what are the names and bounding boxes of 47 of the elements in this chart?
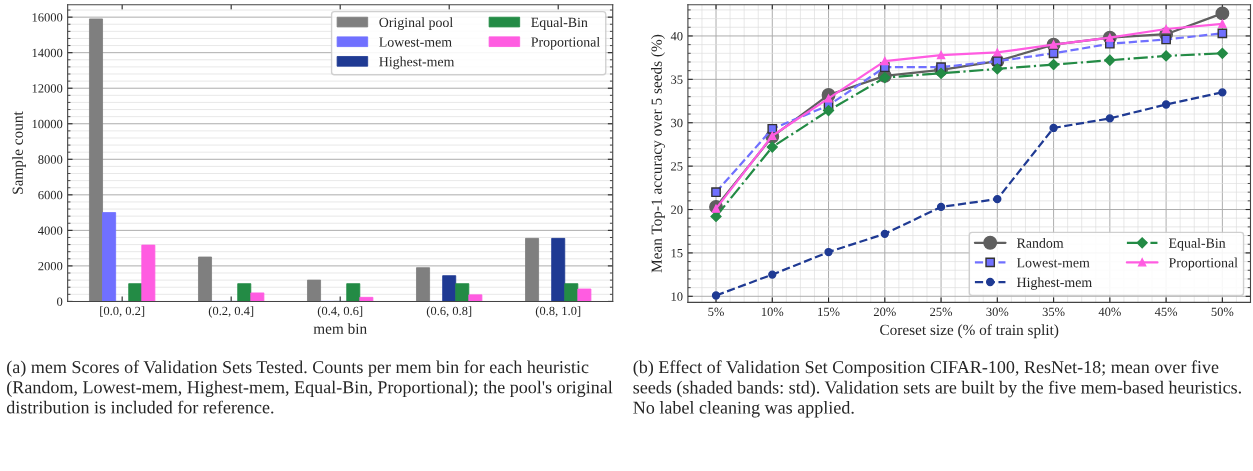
text: (b) Effect of Validation Set Composition CIFAR-100, ResNet-18; mean over five seeds (shaded bands: std). Validation sets are built by the five mem-based heuristics. No label cleaning was applied.	[633, 360, 1241, 418]
y-axis-title: Sample count	[12, 111, 26, 194]
legend-label: Original pool	[379, 17, 453, 30]
x-tick-label: 45%	[1154, 307, 1178, 317]
y-tick-label: 20	[671, 205, 683, 214]
y-tick-label: 4000	[38, 226, 63, 235]
x-tick-label: 40%	[1098, 307, 1121, 317]
y-tick-label: 40	[670, 31, 683, 41]
y-tick-label: 10	[671, 292, 683, 301]
y-tick-label: 8000	[38, 155, 63, 164]
legend-label: Proportional	[1168, 257, 1238, 271]
x-tick-label: (0.2, 0.4]	[208, 306, 254, 318]
y-tick-label: 35	[671, 75, 683, 84]
x-tick-label: 10%	[761, 307, 784, 317]
legend-label: Highest-mem	[379, 56, 455, 70]
legend-label: Lowest-mem	[1016, 258, 1090, 268]
x-tick-label: 30%	[986, 307, 1009, 317]
x-tick-label: (0.4, 0.6]	[317, 306, 363, 318]
legend-label: Highest-mem	[1016, 277, 1092, 290]
y-tick-label: 10000	[32, 119, 63, 129]
x-tick-label: 35%	[1042, 307, 1065, 317]
x-tick-label: 15%	[818, 307, 840, 317]
y-tick-label: 16000	[32, 13, 63, 22]
y-tick-label: 12000	[32, 84, 63, 93]
x-tick-label: 50%	[1211, 307, 1234, 317]
legend-label: Equal-Bin	[531, 17, 588, 30]
legend-label: Random	[1016, 238, 1064, 248]
x-tick-label: 25%	[930, 307, 953, 317]
x-tick-label: 5%	[708, 307, 724, 317]
y-tick-label: 30	[671, 118, 683, 128]
x-axis-title: Coreset size (% of train split)	[880, 324, 1059, 339]
y-tick-label: 6000	[38, 190, 63, 200]
x-tick-label: [0.0, 0.2]	[100, 306, 145, 317]
legend-label: Proportional	[531, 36, 600, 50]
x-axis-title: mem bin	[313, 323, 367, 334]
legend-label: Equal-Bin	[1168, 238, 1226, 251]
y-tick-label: 0	[57, 297, 63, 306]
x-tick-label: (0.8, 1.0]	[535, 306, 581, 318]
x-tick-label: (0.6, 0.8]	[426, 306, 472, 318]
y-tick-label: 15	[671, 249, 683, 258]
text: (a) mem Scores of Validation Sets Tested. Counts per mem bin for each heuristic (Random, Lowest-mem, Highest-mem, Equal-Bin, Proportional); the pool's original distribution is included for reference.	[6, 360, 613, 414]
x-tick-label: 20%	[873, 307, 896, 317]
y-tick-label: 2000	[38, 261, 63, 271]
y-tick-label: 25	[671, 162, 683, 171]
legend-label: Lowest-mem	[379, 37, 452, 47]
y-tick-label: 14000	[32, 48, 63, 58]
y-axis-title: Mean Top-1 accuracy over 5 seeds (%)	[651, 34, 665, 273]
